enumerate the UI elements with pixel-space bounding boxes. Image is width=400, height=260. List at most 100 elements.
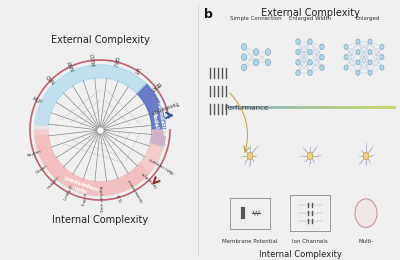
Circle shape: [308, 39, 312, 44]
Bar: [262, 106, 264, 109]
Bar: [378, 106, 379, 109]
Bar: [247, 106, 248, 109]
Circle shape: [380, 55, 384, 60]
Bar: [280, 106, 282, 109]
Text: ↑↓: ↑↓: [359, 209, 373, 218]
Circle shape: [355, 199, 377, 228]
Text: b: b: [204, 8, 213, 21]
Bar: [319, 106, 320, 109]
Bar: [324, 106, 326, 109]
Bar: [354, 106, 356, 109]
Circle shape: [344, 65, 348, 70]
Circle shape: [242, 64, 246, 71]
Bar: [391, 106, 393, 109]
Text: Internal Complexity: Internal Complexity: [258, 250, 342, 259]
Polygon shape: [35, 65, 146, 126]
Bar: [382, 106, 384, 109]
Text: Multi-: Multi-: [358, 239, 374, 244]
Bar: [347, 106, 349, 109]
Circle shape: [344, 44, 348, 49]
Bar: [356, 106, 358, 109]
Circle shape: [380, 44, 384, 49]
Bar: [306, 106, 307, 109]
Text: External Complexity: External Complexity: [260, 8, 360, 18]
Bar: [285, 106, 287, 109]
Bar: [233, 106, 235, 109]
Polygon shape: [35, 130, 163, 195]
Text: Enlarged Width: Enlarged Width: [289, 16, 331, 21]
Bar: [316, 106, 317, 109]
Text: Performance: Performance: [224, 105, 268, 111]
Circle shape: [368, 49, 372, 55]
Bar: [304, 106, 306, 109]
Bar: [334, 106, 336, 109]
Bar: [394, 106, 396, 109]
Circle shape: [356, 39, 360, 44]
Bar: [287, 106, 289, 109]
Bar: [386, 106, 388, 109]
Bar: [295, 106, 297, 109]
Polygon shape: [140, 130, 165, 172]
Bar: [349, 106, 351, 109]
Bar: [320, 106, 322, 109]
Bar: [342, 106, 344, 109]
Circle shape: [368, 70, 372, 75]
Bar: [282, 106, 284, 109]
Bar: [268, 106, 270, 109]
Circle shape: [363, 152, 369, 160]
Bar: [384, 106, 386, 109]
Text: Neuron: Neuron: [26, 150, 42, 158]
Bar: [374, 106, 376, 109]
Text: Enlarged: Enlarged: [356, 16, 380, 21]
Bar: [317, 106, 319, 109]
Bar: [307, 106, 309, 109]
Bar: [255, 106, 257, 109]
Bar: [312, 106, 314, 109]
Text: Foundation
Model: Foundation Model: [150, 102, 166, 138]
Text: GLIF: GLIF: [117, 192, 123, 202]
Bar: [252, 106, 254, 109]
Bar: [366, 106, 368, 109]
Bar: [258, 106, 260, 109]
Bar: [331, 106, 332, 109]
Circle shape: [368, 60, 372, 65]
Circle shape: [242, 43, 246, 50]
Bar: [232, 106, 233, 109]
Circle shape: [254, 59, 259, 66]
Circle shape: [356, 70, 360, 75]
Bar: [267, 106, 268, 109]
Text: External Complexity: External Complexity: [50, 35, 150, 45]
Bar: [235, 106, 237, 109]
Bar: [257, 106, 258, 109]
Text: BERT: BERT: [148, 80, 161, 92]
Bar: [240, 106, 242, 109]
Bar: [364, 106, 366, 109]
Bar: [314, 106, 316, 109]
Bar: [339, 106, 341, 109]
Bar: [359, 106, 361, 109]
Circle shape: [320, 65, 324, 70]
Bar: [310, 106, 312, 109]
Bar: [277, 106, 279, 109]
Text: Conductance: Conductance: [128, 177, 145, 203]
Bar: [260, 106, 262, 109]
Bar: [238, 106, 240, 109]
Circle shape: [296, 39, 300, 44]
Bar: [230, 106, 232, 109]
Bar: [361, 106, 362, 109]
Bar: [368, 106, 369, 109]
Bar: [372, 106, 374, 109]
Bar: [351, 106, 352, 109]
Bar: [332, 106, 334, 109]
Text: Transformer: Transformer: [151, 99, 181, 114]
Text: GRU: GRU: [111, 56, 118, 67]
Bar: [389, 106, 391, 109]
Text: Internal Complexity: Internal Complexity: [52, 215, 148, 225]
Text: Membrane Potential: Membrane Potential: [222, 239, 278, 244]
Polygon shape: [137, 84, 165, 147]
Circle shape: [356, 49, 360, 55]
Circle shape: [266, 59, 271, 66]
Circle shape: [296, 49, 300, 55]
Bar: [244, 106, 245, 109]
Polygon shape: [35, 134, 150, 195]
